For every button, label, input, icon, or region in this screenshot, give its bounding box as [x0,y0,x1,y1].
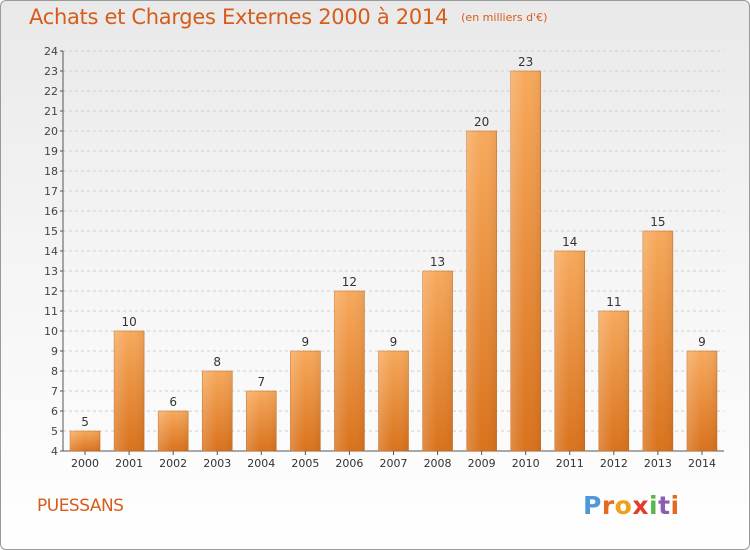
x-tick-label: 2013 [644,457,672,470]
bar-value-label: 8 [213,355,221,369]
proxiti-logo[interactable]: Proxiti [583,491,680,520]
x-tick-label: 2002 [159,457,187,470]
y-tick-label: 24 [44,45,58,58]
bar-value-label: 9 [302,335,310,349]
x-tick-label: 2004 [247,457,275,470]
y-tick-label: 20 [44,125,58,138]
y-tick-label: 21 [44,105,58,118]
y-tick-label: 16 [44,205,58,218]
x-tick-label: 2011 [556,457,584,470]
bar-value-label: 23 [518,55,533,69]
bar-value-label: 11 [606,295,621,309]
bar-value-label: 5 [81,415,89,429]
bar-shine [422,271,453,451]
x-tick-label: 2012 [600,457,628,470]
title-row: Achats et Charges Externes 2000 à 2014 (… [29,5,547,29]
y-tick-label: 23 [44,65,58,78]
y-tick-label: 4 [51,445,58,458]
y-tick-label: 12 [44,285,58,298]
chart-title: Achats et Charges Externes 2000 à 2014 [29,5,449,29]
bar-shine [246,391,277,451]
bar-value-label: 14 [562,235,577,249]
y-tick-label: 6 [51,405,58,418]
bar-value-label: 9 [698,335,706,349]
bar-shine [334,291,365,451]
bar-value-label: 20 [474,115,489,129]
bar-shine [114,331,145,451]
y-tick-label: 5 [51,425,58,438]
bar-shine [510,71,541,451]
bar-shine [158,411,189,451]
x-tick-label: 2003 [203,457,231,470]
bar-value-label: 9 [390,335,398,349]
bar-value-label: 13 [430,255,445,269]
y-tick-label: 8 [51,365,58,378]
y-tick-label: 15 [44,225,58,238]
town-name: PUESSANS [37,496,124,516]
bar-shine [70,431,101,451]
x-tick-label: 2008 [424,457,452,470]
y-tick-label: 22 [44,85,58,98]
bar-value-label: 15 [650,215,665,229]
bar-layer: 5 10 6 8 7 9 12 9 13 20 23 14 11 15 9 [69,55,718,452]
bar-shine [466,131,497,451]
bar-shine [202,371,233,451]
bar-shine [554,251,585,451]
bar-shine [378,351,409,451]
x-tick-label: 2006 [335,457,363,470]
bar-value-label: 10 [121,315,136,329]
bar-shine [642,231,673,451]
x-tick-label: 2001 [115,457,143,470]
y-tick-label: 9 [51,345,58,358]
y-tick-label: 10 [44,325,58,338]
y-tick-label: 17 [44,185,58,198]
y-tick-label: 18 [44,165,58,178]
y-tick-label: 19 [44,145,58,158]
bar-shine [290,351,321,451]
bar-shine [598,311,629,451]
y-tick-label: 14 [44,245,58,258]
chart-subtitle: (en milliers d'€) [461,11,548,24]
y-tick-label: 7 [51,385,58,398]
bar-shine [686,351,717,451]
x-tick-label: 2005 [291,457,319,470]
y-tick-label: 11 [44,305,58,318]
x-tick-label: 2007 [380,457,408,470]
x-tick-label: 2009 [468,457,496,470]
bar-value-label: 7 [257,375,265,389]
x-tick-label: 2014 [688,457,716,470]
bar-value-label: 6 [169,395,177,409]
y-tick-label: 13 [44,265,58,278]
x-tick-label: 2010 [512,457,540,470]
bar-value-label: 12 [342,275,357,289]
x-tick-label: 2000 [71,457,99,470]
